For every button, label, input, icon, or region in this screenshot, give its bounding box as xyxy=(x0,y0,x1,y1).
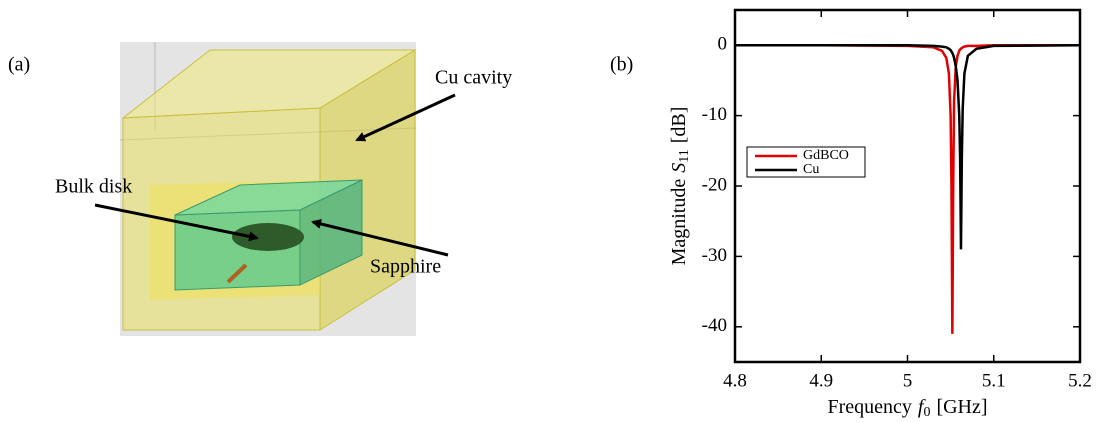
legend-label: GdBCO xyxy=(803,148,849,163)
panel-label: (a) xyxy=(8,54,30,76)
cavity-rendering xyxy=(120,42,416,336)
axis-label-subscript: 11 xyxy=(677,149,692,162)
y-tick-label: 0 xyxy=(718,34,728,55)
annotation: Cu cavity xyxy=(435,67,512,89)
axis-label-unit: [GHz] xyxy=(936,396,987,418)
x-tick-label: 5.1 xyxy=(982,370,1006,391)
axis-label: Magnitude S11 [dB] xyxy=(668,107,693,266)
y-tick-label: -40 xyxy=(702,315,727,336)
plot-frame xyxy=(735,10,1080,362)
y-tick-label: -30 xyxy=(702,245,727,266)
series-line xyxy=(735,45,1080,334)
y-tick-label: -10 xyxy=(702,104,727,125)
legend-label: Cu xyxy=(803,162,819,177)
axis-label-subscript: 0 xyxy=(923,405,930,420)
annotation: Sapphire xyxy=(370,256,441,278)
axis-label-text: Frequency xyxy=(827,396,911,418)
figure: (a) Cu cavity Bulk disk Sapphire (b) 4.8… xyxy=(0,0,1100,423)
y-tick-label: -20 xyxy=(702,174,727,195)
x-tick-label: 5.2 xyxy=(1068,370,1092,391)
annotation: Bulk disk xyxy=(55,176,132,198)
x-tick-label: 4.9 xyxy=(809,370,833,391)
x-tick-label: 4.8 xyxy=(723,370,747,391)
x-tick-label: 5 xyxy=(903,370,913,391)
axis-label-unit: [dB] xyxy=(668,107,690,144)
axis-label-text: Magnitude xyxy=(668,179,690,266)
axis-label-symbol: S xyxy=(668,163,690,173)
panel-label: (b) xyxy=(610,54,633,76)
